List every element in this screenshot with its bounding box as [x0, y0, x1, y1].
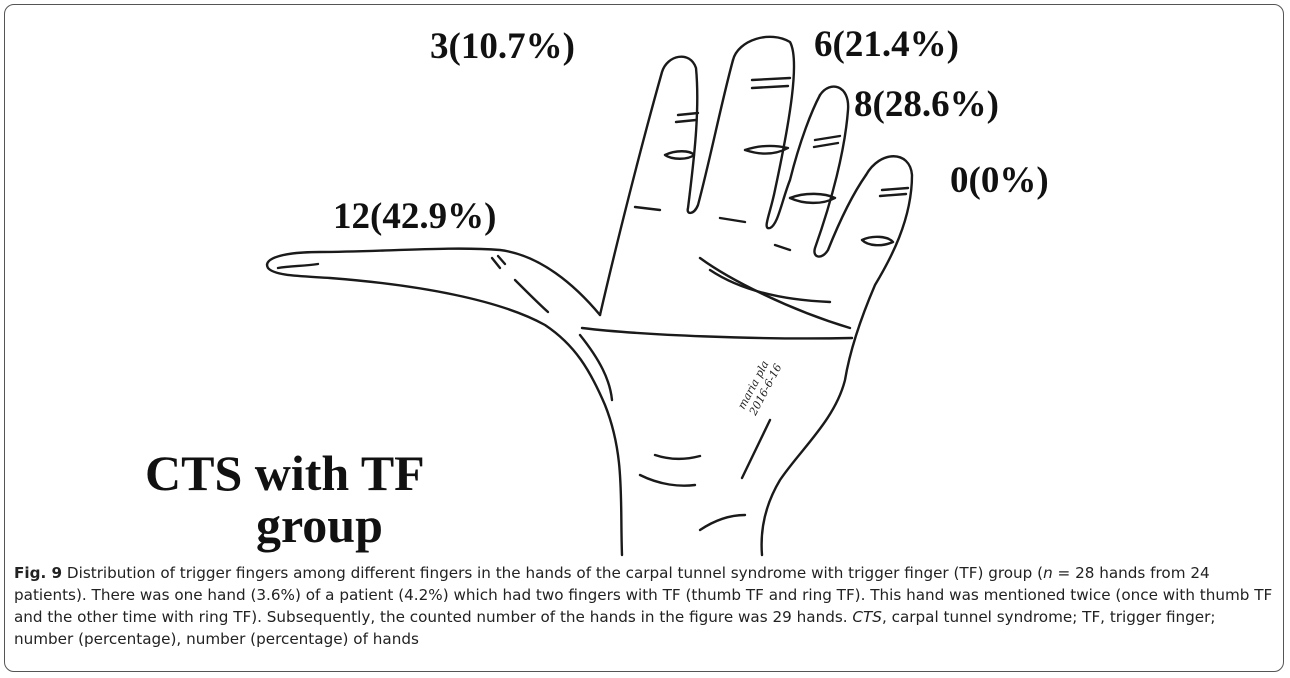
caption-text: Distribution of trigger fingers among di… — [62, 564, 1043, 582]
caption-symbol: n — [1043, 564, 1053, 582]
index-label: 3(10.7%) — [430, 26, 575, 67]
group-title: CTS with TF — [145, 445, 425, 501]
ring-label: 8(28.6%) — [854, 84, 999, 125]
middle-label: 6(21.4%) — [814, 24, 959, 65]
caption-abbr: CTS — [852, 608, 882, 626]
caption: Fig. 9 Distribution of trigger fingers a… — [14, 562, 1276, 650]
little-label: 0(0%) — [950, 160, 1049, 201]
figure-label: Fig. 9 — [14, 564, 62, 582]
group-title: group — [256, 497, 383, 553]
signature: maria pla 2016-6-16 — [735, 355, 785, 418]
hand-drawing: 3(10.7%) 6(21.4%) 8(28.6%) 0(0%) 12(42.9… — [0, 0, 1290, 560]
page: {"figure": { "labels": { "index": "3(10.… — [0, 0, 1290, 678]
thumb-label: 12(42.9%) — [333, 196, 496, 237]
